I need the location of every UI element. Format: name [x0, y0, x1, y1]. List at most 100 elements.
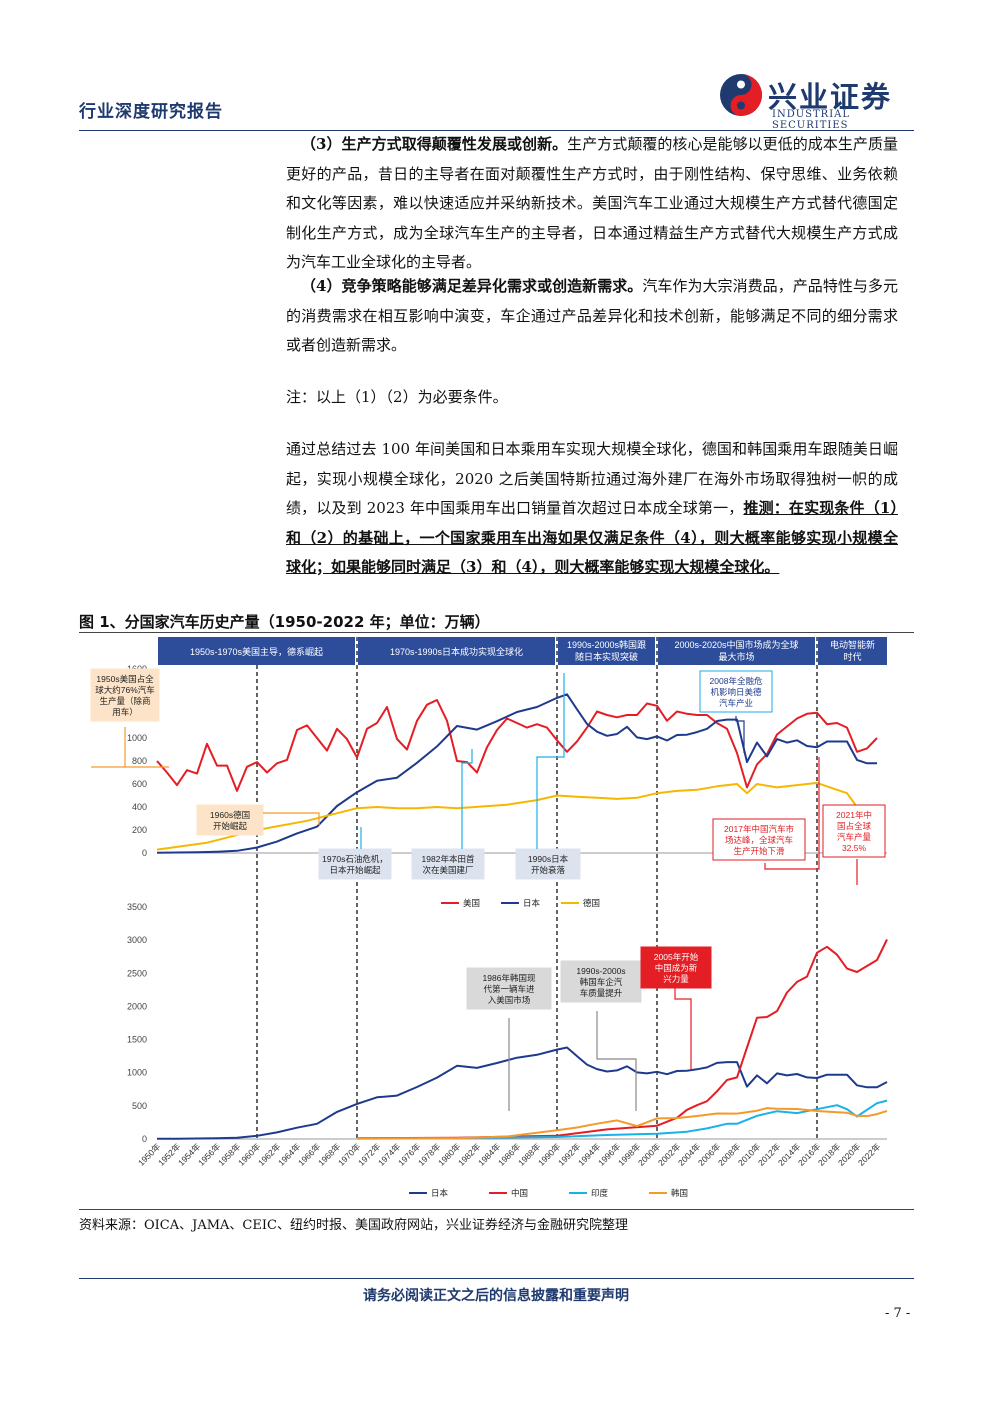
logo-emblem-icon [720, 74, 762, 116]
header-rule [79, 130, 914, 131]
logo-text-cn: 兴业证券 [768, 80, 893, 114]
bottom-y-tick-label: 3500 [127, 902, 147, 912]
logo-text-en: INDUSTRIAL SECURITIES [772, 109, 851, 131]
bottom-y-tick-label: 3000 [127, 935, 147, 945]
condition-3-heading: （3）生产方式取得颠覆性发展或创新。 [301, 135, 568, 153]
annotation-text: 球大约76%汽车 [95, 685, 155, 695]
bottom-chart: 0 500 1000 1500 2000 2500 3000 3500 1986年韩国现代第一辆… [127, 902, 888, 1198]
bottom-y-tick-label: 2500 [127, 968, 147, 978]
era-banner [358, 637, 555, 665]
series-line-korea [356, 1107, 888, 1140]
annotation-text: 用车） [112, 707, 138, 717]
annotation-arrow [461, 749, 473, 849]
legend-label: 美国 [463, 898, 480, 908]
annotation-text: 次在美国建厂 [422, 865, 473, 875]
annotation-text: 1970s石油危机， [322, 854, 388, 864]
era-banner-label: 电动智能新 [830, 639, 875, 650]
top-y-tick-label: 400 [132, 802, 147, 812]
top-y-tick-label: 1000 [127, 733, 147, 743]
x-tick-label: 2022年 [856, 1141, 883, 1168]
annotation-text: 中国成为新 [655, 963, 698, 973]
annotation-text: 机影响日美德 [710, 687, 762, 697]
annotation-box [411, 848, 485, 880]
annotation-text: 1982年本田首 [422, 854, 475, 864]
annotation-text: 2005年开始 [654, 952, 699, 962]
figure-top-rule [79, 632, 914, 633]
annotation-text: 开始崛起 [213, 821, 248, 831]
annotation-text: 车质量提升 [580, 988, 623, 998]
annotation-arrow [674, 988, 692, 1069]
bottom-y-tick-label: 0 [142, 1134, 147, 1144]
series-line-japan [156, 693, 877, 854]
top-y-tick-label: 200 [132, 825, 147, 835]
annotation-text: 国占全球 [837, 821, 872, 831]
era-banner-label: 1950s-1970s美国主导，德系崛起 [190, 646, 323, 657]
summary-text: 通过总结过去 100 年间美国和日本乘用车实现大规模全球化，德国和韩国乘用车跟随… [286, 440, 898, 517]
condition-4-text: 汽车作为大宗消费品，产品特性与多元的消费需求在相互影响中演变，车企通过产品差异化… [286, 277, 898, 354]
annotation-box [196, 804, 264, 836]
annotation-arrow [735, 716, 745, 753]
annotation-box [466, 967, 552, 1010]
paragraph-condition-3: （3）生产方式取得颠覆性发展或创新。生产方式颠覆的核心是能够以更低的成本生产质量… [286, 130, 898, 278]
era-banner [818, 637, 887, 665]
annotation-text: 韩国车企汽 [580, 977, 623, 987]
annotation-text: 汽车产业 [719, 698, 753, 708]
annotation-text: 场达峰，全球汽车 [725, 835, 793, 845]
disclaimer: 请务必阅读正文之后的信息披露和重要声明 [363, 1288, 629, 1304]
top-y-tick-label: 800 [132, 756, 147, 766]
annotation-text: 1990s日本 [528, 854, 569, 864]
annotation-text: 开始衰落 [531, 865, 566, 875]
top-y-tick-label: 0 [142, 848, 147, 858]
era-banner-label: 最大市场 [718, 651, 754, 662]
annotation-text: 代第一辆车进 [483, 984, 535, 994]
paragraph-condition-4: （4）竞争策略能够满足差异化需求或创造新需求。汽车作为大宗消费品，产品特性与多元… [286, 272, 898, 361]
annotation-arrow [764, 757, 820, 870]
annotation-text: 1950s美国占全 [96, 674, 154, 684]
annotation-box [712, 818, 806, 861]
legend-label: 日本 [523, 898, 541, 908]
annotation-text: 2017年中国汽车市 [724, 824, 794, 834]
production-chart: 020040060080010001200140016001950s-1970s… [90, 637, 888, 1198]
annotation-box [515, 848, 581, 880]
annotation-text: 1960s德国 [210, 810, 250, 820]
era-banner [558, 637, 655, 665]
paragraph-summary: 通过总结过去 100 年间美国和日本乘用车实现大规模全球化，德国和韩国乘用车跟随… [286, 435, 898, 583]
era-banner [658, 637, 815, 665]
summary-inference: 推测：在实现条件（1）和（2）的基础上，一个国家乘用车出海如果仅满足条件（4），… [286, 499, 898, 576]
annotation-box [318, 848, 392, 880]
annotation-box [90, 668, 160, 722]
bottom-y-tick-label: 500 [132, 1101, 147, 1111]
annotation-text: 兴力量 [663, 974, 689, 984]
condition-4-heading: （4）竞争策略能够满足差异化需求或创造新需求。 [301, 277, 643, 295]
figure-source: 资料来源：OICA、JAMA、CEIC、纽约时报、美国政府网站，兴业证券经济与金… [79, 1218, 628, 1233]
annotation-text: 生产开始下滑 [733, 846, 785, 856]
annotation-text: 入美国市场 [488, 995, 531, 1005]
annotation-text: 2021年中 [836, 810, 872, 820]
annotation-arrow [536, 673, 565, 849]
annotation-arrow [263, 812, 320, 825]
note: 注：以上（1）（2）为必要条件。 [286, 388, 508, 406]
annotation-box [699, 670, 773, 713]
footer-rule [79, 1278, 914, 1279]
era-banner-label: 随日本实现突破 [575, 651, 638, 662]
legend-label: 德国 [583, 898, 600, 908]
annotation-text: 生产量（除商 [99, 696, 150, 706]
legend-label: 中国 [511, 1188, 528, 1198]
annotation-box [822, 804, 886, 858]
annotation-text: 32.5% [842, 843, 867, 853]
era-banner-label: 2000s-2020s中国市场成为全球 [674, 639, 798, 650]
annotation-arrow [596, 1011, 637, 1111]
annotation-text: 2008年全融危 [710, 676, 763, 686]
annotation-text: 1986年韩国现 [483, 973, 536, 983]
era-banner-label: 1990s-2000s韩国跟 [567, 639, 646, 650]
bottom-y-tick-label: 1500 [127, 1035, 147, 1045]
era-banner-label: 1970s-1990s日本成功实现全球化 [390, 646, 523, 657]
series-line-usa [156, 699, 878, 792]
bottom-y-tick-label: 2000 [127, 1001, 147, 1011]
annotation-text: 日本开始崛起 [329, 865, 381, 875]
era-banner [158, 637, 355, 665]
top-chart: 020040060080010001200140016001950s-1970s… [90, 637, 887, 1139]
annotation-text: 1990s-2000s [576, 966, 625, 976]
legend-label: 日本 [431, 1188, 449, 1198]
top-y-tick-label: 600 [132, 779, 147, 789]
